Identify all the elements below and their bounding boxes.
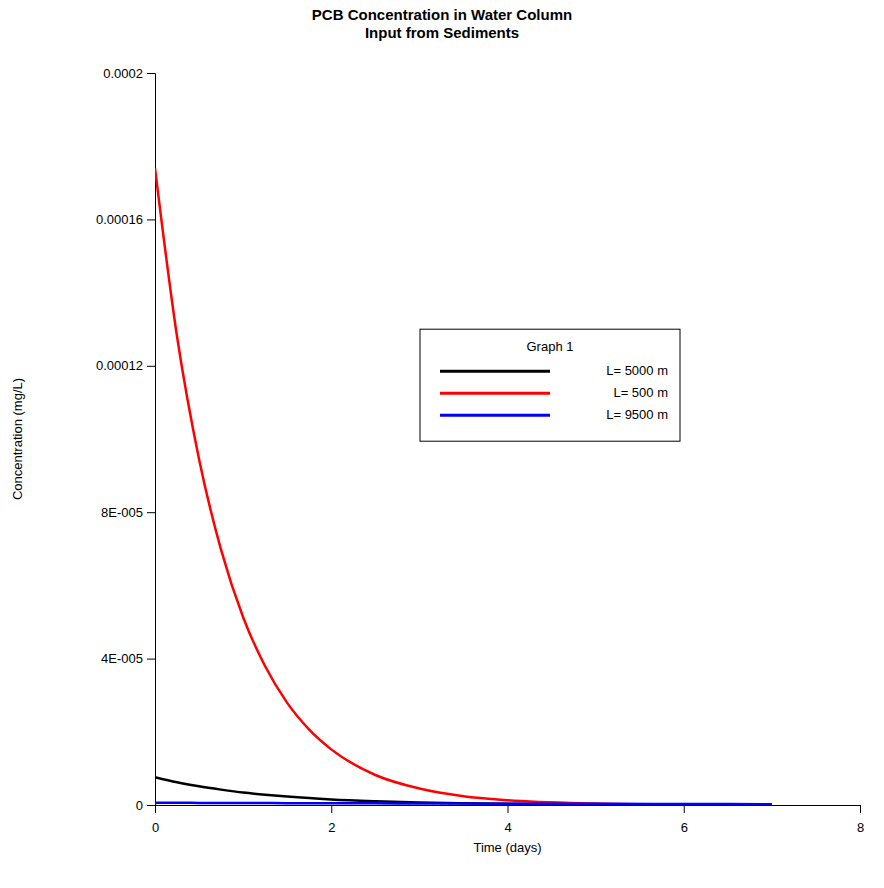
x-tick: 0 [152,805,159,835]
x-tick-mark [155,805,156,813]
x-tick-label: 6 [681,820,688,835]
legend-label: L= 9500 m [606,407,668,422]
legend-box [420,329,680,441]
y-tick: 0 [136,798,155,813]
y-axis: 0 4E-005 8E-005 0.00012 0.00016 0.0002 [96,66,156,813]
legend-swatch [440,392,550,395]
x-tick: 4 [504,805,511,835]
y-tick: 8E-005 [101,505,155,520]
y-tick-mark [147,366,155,367]
legend-title: Graph 1 [527,339,574,354]
x-tick-mark [860,805,861,813]
x-tick: 8 [857,805,864,835]
x-tick-label: 8 [857,820,864,835]
y-tick-mark [147,73,155,74]
chart: 0 2 4 6 8 0 4E-005 8E-005 0.00012 0.00016 0.0002 PC… [0,0,884,888]
y-tick: 0.00016 [96,212,155,227]
x-tick-mark [684,805,685,813]
legend-label: L= 500 m [613,385,668,400]
y-tick-label: 0.00016 [96,212,143,227]
x-axis-title: Time (days) [473,840,541,855]
y-tick-mark [147,805,155,806]
y-tick-label: 0.00012 [96,358,143,373]
legend-swatch [440,414,550,417]
y-tick: 0.0002 [103,66,155,81]
legend-label: L= 5000 m [606,363,668,378]
x-tick: 6 [681,805,688,835]
x-tick-label: 0 [152,820,159,835]
y-tick-mark [147,659,155,660]
plot: 0 2 4 6 8 0 4E-005 8E-005 0.00012 0.00016 0.0002 [96,66,864,835]
y-tick-label: 4E-005 [101,651,143,666]
y-tick-label: 0 [136,798,143,813]
y-tick-mark [147,512,155,513]
y-tick-label: 0.0002 [103,66,143,81]
legend: Graph 1 L= 5000 m L= 500 m L= 9500 m [420,329,680,441]
x-axis: 0 2 4 6 8 [152,805,864,835]
y-tick-mark [147,219,155,220]
y-tick-label: 8E-005 [101,505,143,520]
y-tick: 0.00012 [96,358,155,373]
x-axis-line [156,806,861,814]
x-tick-label: 4 [504,820,511,835]
series-line [155,777,772,805]
x-tick-mark [508,805,509,813]
series-line [155,803,772,804]
y-axis-line [147,74,156,806]
series-line [155,168,772,805]
y-axis-title: Concentration (mg/L) [10,378,25,500]
title: PCB Concentration in Water Column [312,6,572,23]
x-tick-label: 2 [328,820,335,835]
legend-swatch [440,370,550,373]
lines [155,168,772,805]
x-tick: 2 [328,805,335,835]
subtitle: Input from Sediments [365,24,519,41]
x-tick-mark [331,805,332,813]
y-tick: 4E-005 [101,651,155,666]
